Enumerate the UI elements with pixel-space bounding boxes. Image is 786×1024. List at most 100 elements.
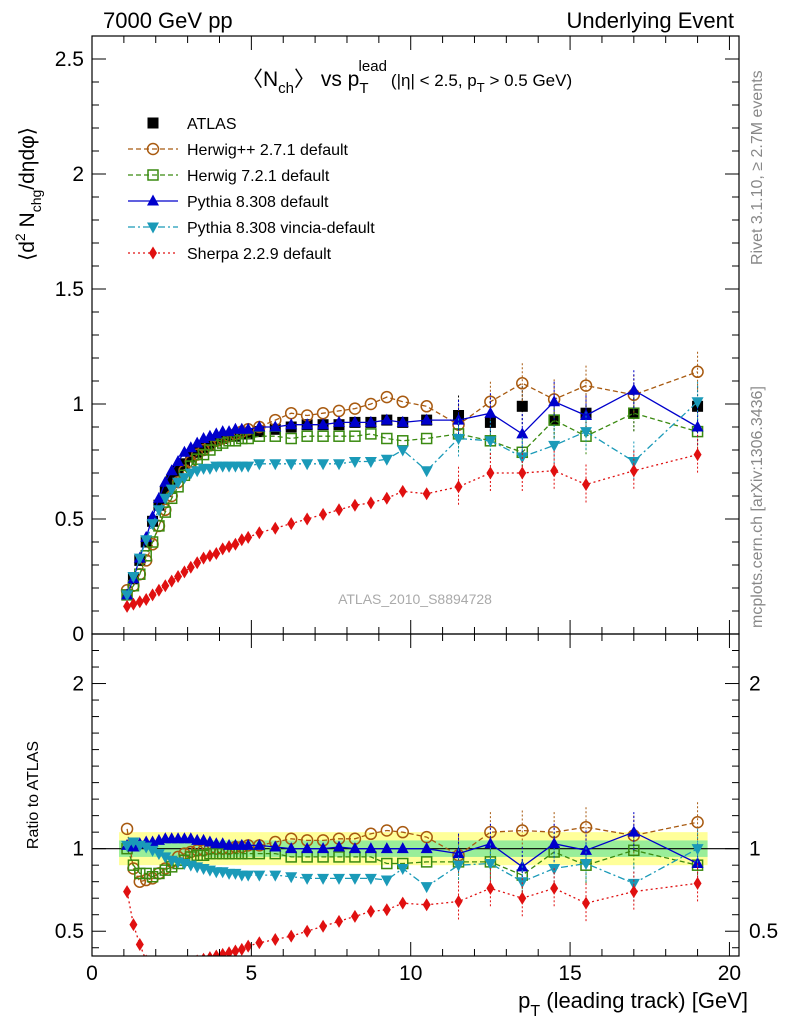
data-point xyxy=(350,909,359,923)
data-point xyxy=(172,465,184,477)
data-point xyxy=(691,397,704,409)
series-herwig7 xyxy=(121,393,704,601)
data-point xyxy=(285,872,298,884)
data-point xyxy=(333,415,346,427)
data-point xyxy=(381,857,393,870)
data-point xyxy=(135,937,144,951)
data-point xyxy=(123,885,132,899)
series-sherpa xyxy=(123,863,702,971)
legend-label: ATLAS xyxy=(187,116,237,133)
data-point xyxy=(287,929,296,943)
data-point xyxy=(134,867,146,880)
data-point xyxy=(212,949,221,956)
data-point xyxy=(191,446,203,458)
data-point xyxy=(382,903,391,917)
main-y-axis-label: ⟨d2 Nchg/dηdφ⟩ xyxy=(12,127,44,261)
data-point xyxy=(285,459,298,471)
y-tick-label: 0 xyxy=(72,623,84,646)
data-point xyxy=(301,873,314,885)
data-point xyxy=(180,958,188,971)
data-point xyxy=(398,484,407,498)
data-point xyxy=(253,420,266,432)
data-point xyxy=(333,851,345,863)
data-point xyxy=(693,448,702,462)
data-point xyxy=(129,597,138,611)
x-tick-label: 5 xyxy=(246,962,258,985)
legend-label: Pythia 8.308 vincia-default xyxy=(187,220,375,237)
data-point xyxy=(420,400,433,413)
data-point xyxy=(454,480,463,494)
legend-entry: Pythia 8.308 vincia-default xyxy=(128,220,375,237)
data-point xyxy=(159,485,171,497)
data-point xyxy=(396,825,410,839)
data-point xyxy=(140,535,153,547)
header-right: Underlying Event xyxy=(566,8,734,33)
data-point xyxy=(193,556,202,570)
y-tick-label: 1.5 xyxy=(55,278,84,301)
data-point xyxy=(242,838,255,850)
data-point xyxy=(398,896,407,910)
data-point xyxy=(691,844,704,856)
data-point xyxy=(380,413,393,425)
data-point xyxy=(285,432,297,445)
data-point xyxy=(580,409,593,420)
data-point xyxy=(548,395,561,407)
data-point xyxy=(627,457,640,468)
data-point xyxy=(152,505,165,517)
data-point xyxy=(348,457,361,468)
data-point xyxy=(422,487,431,501)
data-point xyxy=(335,914,344,928)
data-point xyxy=(212,547,221,560)
data-point xyxy=(333,840,346,852)
data-point xyxy=(380,824,394,837)
data-point xyxy=(269,870,282,882)
data-point xyxy=(691,365,704,379)
data-point xyxy=(317,873,330,885)
data-point xyxy=(319,919,328,933)
analysis-watermark: ATLAS_2010_S8894728 xyxy=(338,591,492,607)
legend-label: Sherpa 2.2.9 default xyxy=(187,246,332,263)
data-point xyxy=(204,847,216,860)
data-point xyxy=(348,873,361,885)
data-point xyxy=(127,837,140,849)
data-point xyxy=(518,891,527,905)
data-point xyxy=(348,415,361,427)
legend-marker xyxy=(147,222,159,234)
data-point xyxy=(350,498,359,512)
data-point xyxy=(364,842,377,854)
data-point xyxy=(516,427,529,439)
data-point xyxy=(486,881,495,895)
data-point xyxy=(550,881,559,895)
data-point xyxy=(140,842,153,854)
data-point xyxy=(629,464,638,478)
data-point xyxy=(396,395,410,408)
data-point xyxy=(420,432,433,445)
mcplots-label: mcplots.cern.ch [arXiv:1306.3436] xyxy=(749,386,766,628)
data-point xyxy=(159,852,172,864)
data-point xyxy=(317,842,330,854)
data-point xyxy=(364,457,377,468)
legend-entry: Herwig++ 2.7.1 default xyxy=(128,142,349,159)
x-tick-label: 0 xyxy=(86,962,98,985)
data-point xyxy=(516,377,529,390)
data-point xyxy=(484,406,497,418)
data-point xyxy=(255,526,264,540)
data-point xyxy=(303,924,312,938)
data-point xyxy=(216,437,229,449)
data-point xyxy=(201,952,206,956)
data-point xyxy=(255,936,264,950)
data-point xyxy=(380,390,394,404)
main-title: 〈Nch〉 vs pTlead(|η| < 2.5, pT > 0.5 GeV) xyxy=(242,58,572,97)
data-point xyxy=(348,402,362,415)
data-point xyxy=(146,870,159,883)
data-point xyxy=(253,838,266,850)
y-tick-label: 1 xyxy=(72,393,84,416)
data-point xyxy=(120,822,134,836)
data-point xyxy=(133,553,146,565)
data-point xyxy=(582,896,591,910)
data-point xyxy=(548,837,561,849)
data-point xyxy=(420,466,433,478)
data-point xyxy=(184,441,197,453)
data-point xyxy=(185,451,197,463)
data-point xyxy=(366,496,375,510)
